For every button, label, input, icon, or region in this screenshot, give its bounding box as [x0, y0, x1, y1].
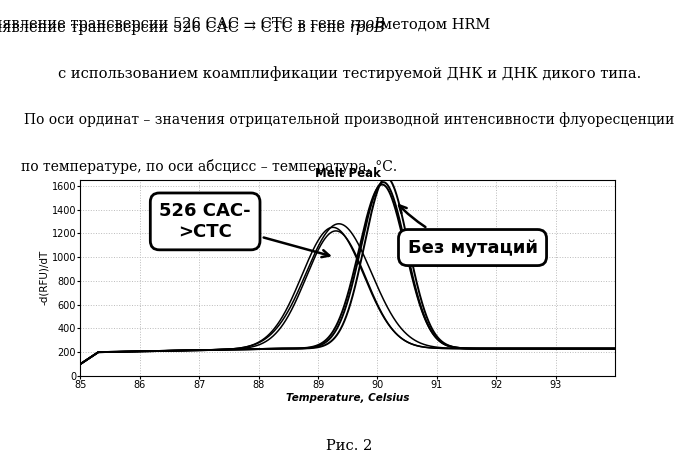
- Text: rpoB: rpoB: [350, 21, 385, 35]
- Title: Melt Peak: Melt Peak: [315, 167, 381, 180]
- Text: Без мутаций: Без мутаций: [399, 205, 538, 256]
- Y-axis label: -d(RFU)/dT: -d(RFU)/dT: [39, 250, 49, 305]
- Text: по температуре, по оси абсцисс – температура, °С.: по температуре, по оси абсцисс – темпера…: [21, 159, 397, 174]
- Text: По оси ординат – значения отрицательной производной интенсивности флуоресценции: По оси ординат – значения отрицательной …: [24, 113, 675, 127]
- X-axis label: Temperature, Celsius: Temperature, Celsius: [286, 393, 410, 403]
- Text: Выявление трансверсии 526 САС → СТС в гене: Выявление трансверсии 526 САС → СТС в ге…: [0, 21, 350, 35]
- Text: Рис. 2: Рис. 2: [326, 439, 373, 453]
- Text: Выявление трансверсии 526 САС → СТС в гене: Выявление трансверсии 526 САС → СТС в ге…: [0, 17, 350, 31]
- Text: с использованием коамплификации тестируемой ДНК и ДНК дикого типа.: с использованием коамплификации тестируе…: [58, 66, 641, 80]
- Text: rpoB: rpoB: [350, 17, 385, 31]
- Text: методом HRM: методом HRM: [376, 17, 490, 31]
- Text: 526 САС-
>СТС: 526 САС- >СТС: [159, 202, 329, 257]
